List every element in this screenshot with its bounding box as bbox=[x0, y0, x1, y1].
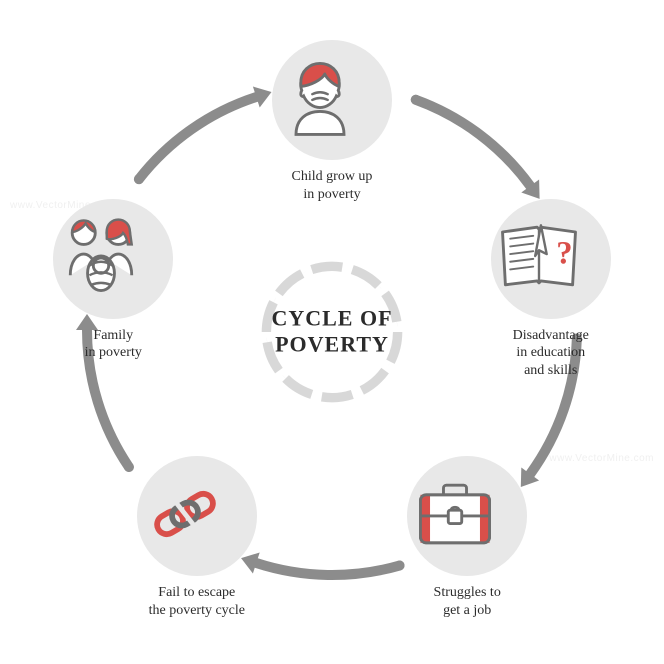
diagram-title: CYCLE OF POVERTY bbox=[271, 306, 392, 359]
child-icon bbox=[272, 50, 392, 151]
label-family: Familyin poverty bbox=[33, 327, 193, 362]
label-job: Struggles toget a job bbox=[387, 584, 547, 619]
title-line2: POVERTY bbox=[271, 332, 392, 358]
node-job bbox=[407, 456, 527, 576]
node-escape bbox=[137, 456, 257, 576]
book-icon: ? bbox=[491, 208, 611, 309]
label-escape: Fail to escapethe poverty cycle bbox=[117, 584, 277, 619]
node-family bbox=[53, 199, 173, 319]
node-child bbox=[272, 40, 392, 160]
watermark: www.VectorMine.com bbox=[549, 453, 654, 464]
family-icon bbox=[53, 208, 173, 309]
briefcase-icon bbox=[407, 466, 527, 567]
svg-text:?: ? bbox=[556, 236, 572, 272]
label-child: Child grow upin poverty bbox=[252, 168, 412, 203]
node-education: ? bbox=[491, 199, 611, 319]
title-line1: CYCLE OF bbox=[271, 306, 392, 332]
chain-icon bbox=[137, 466, 257, 567]
label-education: Disadvantagein educationand skills bbox=[471, 327, 631, 380]
diagram-canvas: www.VectorMine.com www.VectorMine.com CY… bbox=[0, 0, 664, 664]
